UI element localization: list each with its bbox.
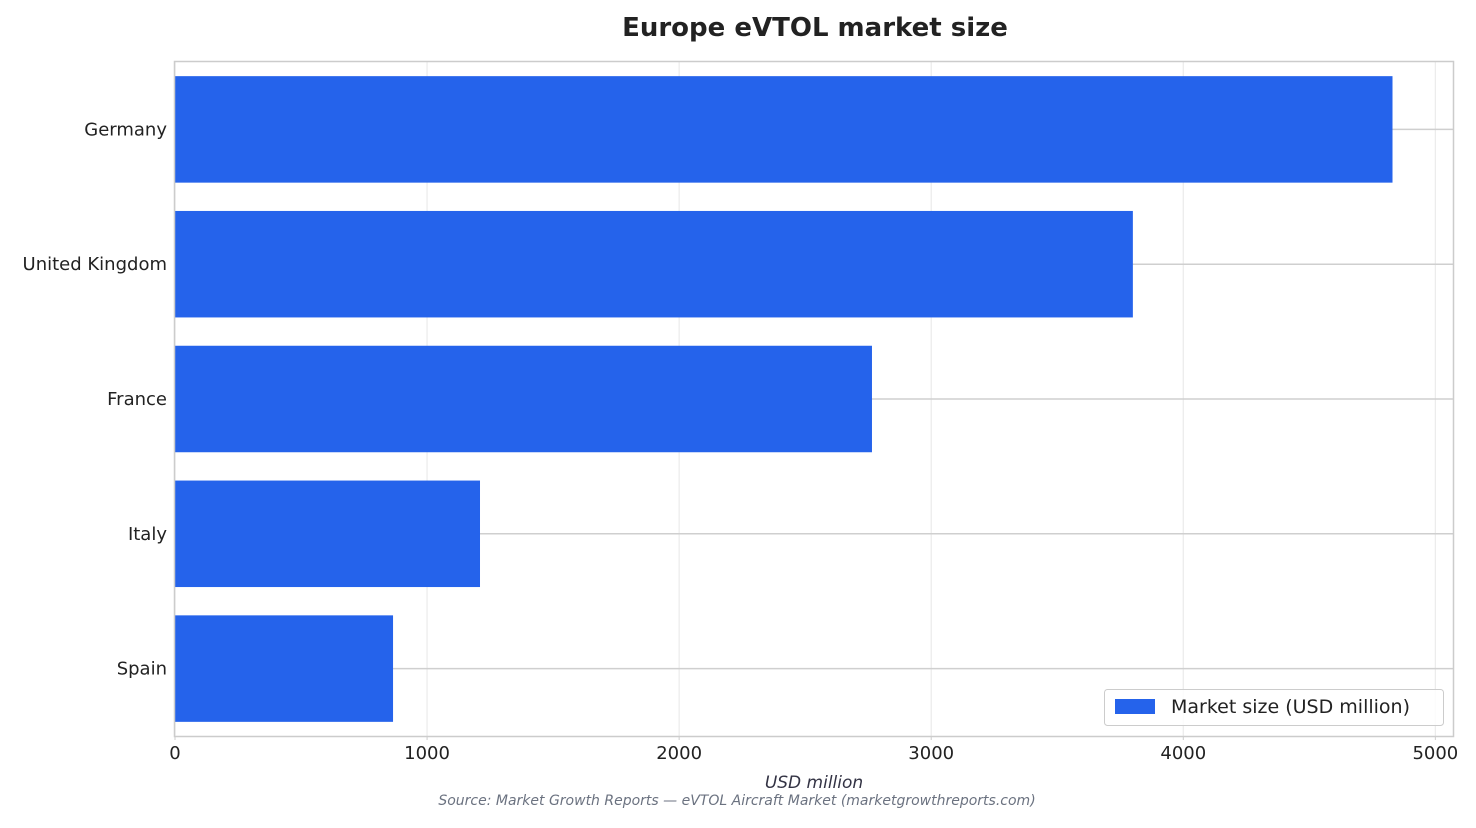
plot-frame (173, 60, 1455, 738)
y-tick-label: Italy (128, 524, 167, 545)
bar-germany (175, 76, 1393, 183)
bar-united-kingdom (175, 210, 1133, 318)
y-tick-label: Germany (84, 119, 167, 140)
legend-frame (1104, 689, 1444, 726)
x-tick-label: 0 (169, 743, 180, 764)
y-tick-label: United Kingdom (23, 254, 167, 275)
x-tick-label: 3000 (908, 743, 954, 764)
bar-spain (175, 615, 394, 722)
legend-swatch (1115, 699, 1155, 714)
x-tick-label: 2000 (656, 743, 702, 764)
source-note: Source: Market Growth Reports — eVTOL Ai… (438, 793, 1035, 809)
bars (175, 76, 1393, 722)
x-tick-labels: 0 1000 2000 3000 4000 5000 (169, 736, 1458, 764)
bar-france (175, 345, 872, 453)
x-tick-label: 1000 (404, 743, 450, 764)
x-axis-label: USD million (765, 773, 863, 793)
chart-title: Europe eVTOL market size (622, 13, 1008, 43)
legend: Market size (USD million) (1104, 689, 1444, 726)
y-tick-label: France (107, 389, 167, 410)
x-tick-label: 5000 (1412, 743, 1458, 764)
y-tick-labels: Germany United Kingdom France Italy Spain (23, 119, 168, 679)
x-tick-label: 4000 (1160, 743, 1206, 764)
bar-italy (175, 480, 481, 588)
y-tick-label: Spain (117, 659, 167, 680)
legend-label: Market size (USD million) (1171, 696, 1410, 718)
